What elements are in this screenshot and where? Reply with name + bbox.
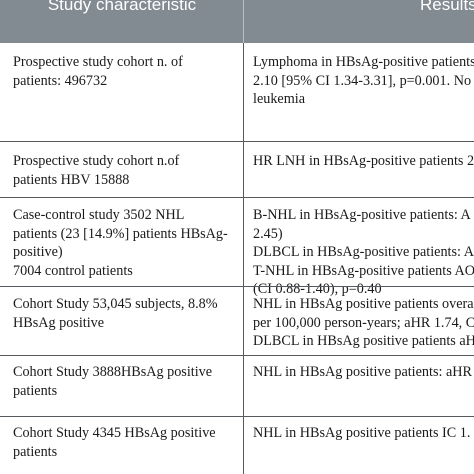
cell-results: Lymphoma in HBsAg-positive patients 2.10… <box>253 53 474 109</box>
cell-line: Prospective study cohort n.of <box>13 153 180 169</box>
cell-line: 2.45) <box>253 225 283 242</box>
cell-line: Lymphoma in HBsAg-positive patients <box>253 54 474 70</box>
cell-results: NHL in HBsAg positive patients IC 1. <box>253 424 474 443</box>
row-divider <box>0 416 474 417</box>
cell-line: B-NHL in HBsAg-positive patients: A <box>253 207 471 223</box>
cell-line: patients HBV 15888 <box>13 171 130 188</box>
table-row: Prospective study cohort n. of patients:… <box>0 43 474 141</box>
table-row: Cohort Study 4345 HBsAg positive patient… <box>0 417 474 474</box>
cell-line: NHL in HBsAg positive patients IC 1. <box>253 425 471 441</box>
cell-results: NHL in HBsAg positive patients: aHR <box>253 363 474 382</box>
cell-line: positive) <box>13 244 63 261</box>
cell-line: leukemia <box>253 91 305 108</box>
header-study-characteristic: Study characteristic <box>47 0 197 14</box>
table-row: Case-control study 3502 NHL patients (23… <box>0 198 474 297</box>
cell-line: patients <box>13 382 58 399</box>
row-divider <box>0 141 474 142</box>
cell-line: Cohort Study 4345 HBsAg positive <box>13 425 216 441</box>
cell-study-characteristic: Cohort Study 53,045 subjects, 8.8% HBsAg… <box>13 295 241 332</box>
cell-study-characteristic: Cohort Study 3888HBsAg positive patients <box>13 363 241 400</box>
cell-line: per 100,000 person-years; aHR 1.74, C <box>253 314 474 331</box>
cell-line: NHL in HBsAg positive patients: aHR <box>253 364 472 380</box>
row-divider <box>0 355 474 356</box>
cell-line: patients: 496732 <box>13 72 108 89</box>
cell-line: HR LNH in HBsAg-positive patients 2 <box>253 153 474 169</box>
cell-study-characteristic: Prospective study cohort n. of patients:… <box>13 53 241 90</box>
cell-line: 7004 control patients <box>13 262 133 279</box>
cell-line: HBsAg positive <box>13 314 105 331</box>
cell-study-characteristic: Cohort Study 4345 HBsAg positive patient… <box>13 424 241 461</box>
cell-study-characteristic: Prospective study cohort n.of patients H… <box>13 152 241 189</box>
cell-results: HR LNH in HBsAg-positive patients 2 <box>253 152 474 171</box>
column-divider <box>243 43 244 474</box>
cell-study-characteristic: Case-control study 3502 NHL patients (23… <box>13 206 241 280</box>
row-divider <box>0 197 474 198</box>
cell-line: Prospective study cohort n. of <box>13 54 183 70</box>
cell-line: Cohort Study 53,045 subjects, 8.8% <box>13 296 218 312</box>
table-row: Prospective study cohort n.of patients H… <box>0 142 474 197</box>
cell-results: NHL in HBsAg positive patients overa per… <box>253 295 474 351</box>
cell-line: Case-control study 3502 NHL <box>13 207 185 223</box>
row-divider <box>0 286 474 287</box>
table-row: Cohort Study 53,045 subjects, 8.8% HBsAg… <box>0 287 474 355</box>
cell-line: patients (23 [14.9%] patients HBsAg- <box>13 225 228 242</box>
cell-line: NHL in HBsAg positive patients overa <box>253 296 474 312</box>
table-header: Study characteristic Results <box>0 0 474 43</box>
header-results: Results <box>420 0 474 14</box>
header-divider <box>243 0 244 43</box>
cell-line: (CI 0.88-1.40), p=0.40 <box>253 281 382 298</box>
cell-results: B-NHL in HBsAg-positive patients: A 2.45… <box>253 206 474 299</box>
table-row: Cohort Study 3888HBsAg positive patients… <box>0 356 474 416</box>
cell-line: DLBCL in HBsAg positive patients aH <box>253 333 474 350</box>
cell-line: Cohort Study 3888HBsAg positive <box>13 364 213 380</box>
cell-line: 2.10 [95% CI 1.34-3.31], p=0.001. No <box>253 72 472 89</box>
cell-line: T-NHL in HBsAg-positive patients AO <box>253 262 474 279</box>
cell-line: DLBCL in HBsAg-positive patients: A <box>253 244 474 261</box>
cell-line: patients <box>13 443 58 460</box>
